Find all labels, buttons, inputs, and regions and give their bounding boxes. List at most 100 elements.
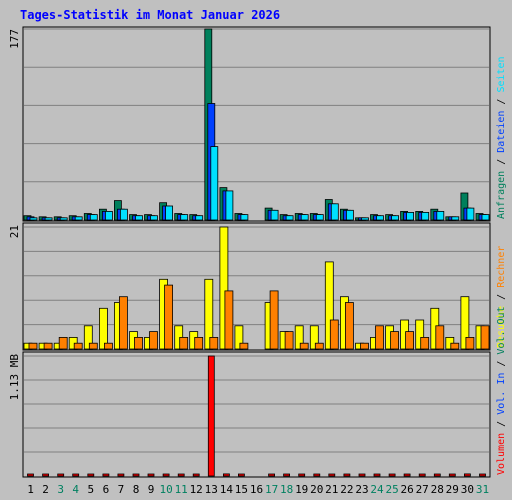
bar-volumen-day-24 <box>373 473 381 477</box>
bar-rechner-day-15 <box>239 342 249 350</box>
day-label-25: 25 <box>385 483 398 496</box>
bar-seiten-day-2 <box>44 217 53 221</box>
legend-entry-volumen: Volumen <box>496 433 507 475</box>
legend-volume: Volumen / Vol. In / Vol. Out <box>496 306 507 475</box>
bar-rechner-day-12 <box>194 336 204 350</box>
bar-volumen-day-5 <box>87 473 95 477</box>
bar-rechner-day-10 <box>164 284 174 350</box>
bar-rechner-day-17 <box>269 290 279 350</box>
bar-volumen-day-10 <box>162 473 170 477</box>
bar-volumen-day-6 <box>102 473 110 477</box>
bar-volumen-day-26 <box>403 473 411 477</box>
day-label-13: 13 <box>205 483 218 496</box>
day-label-18: 18 <box>280 483 293 496</box>
day-label-29: 29 <box>446 483 459 496</box>
day-label-12: 12 <box>190 483 203 496</box>
day-label-27: 27 <box>416 483 429 496</box>
day-label-28: 28 <box>431 483 444 496</box>
day-label-1: 1 <box>27 483 34 496</box>
panel-frame <box>22 26 491 222</box>
bar-rechner-day-9 <box>149 331 158 350</box>
y-max-label: 1.13 MB <box>8 354 21 401</box>
bar-rechner-day-20 <box>314 342 324 350</box>
bar-volumen-day-22 <box>343 473 351 477</box>
legend-entry-seiten: Seiten <box>496 56 507 92</box>
day-label-15: 15 <box>235 483 248 496</box>
bar-seiten-day-28 <box>436 210 445 221</box>
bar-besuche-day-13 <box>204 278 214 350</box>
bar-seiten-day-23 <box>361 217 369 221</box>
bar-seiten-day-21 <box>330 203 339 221</box>
bar-volumen-day-28 <box>433 473 441 477</box>
bar-rechner-day-11 <box>179 336 189 350</box>
legend-separator: / <box>496 153 507 171</box>
bar-rechner-day-29 <box>450 342 460 350</box>
bar-volumen-day-13 <box>207 355 215 477</box>
day-label-19: 19 <box>295 483 308 496</box>
bar-volumen-day-20 <box>313 473 321 477</box>
bar-volumen-day-18 <box>283 473 291 477</box>
bar-volumen-day-4 <box>72 473 80 477</box>
panel-visits: 21 <box>8 222 491 351</box>
bar-seiten-day-14 <box>225 190 234 221</box>
panel-frame <box>22 351 491 478</box>
bar-besuche-day-30 <box>460 296 470 350</box>
bar-besuche-day-21 <box>324 261 334 350</box>
day-label-16: 16 <box>250 483 263 496</box>
bar-volumen-day-9 <box>147 473 155 477</box>
bar-seiten-day-20 <box>315 214 324 221</box>
bar-seiten-day-19 <box>300 214 309 221</box>
day-label-31: 31 <box>476 483 489 496</box>
bar-rechner-day-28 <box>435 325 445 350</box>
bar-rechner-day-3 <box>58 336 68 350</box>
bar-rechner-day-24 <box>375 325 384 350</box>
bar-seiten-day-7 <box>120 208 128 221</box>
bar-volumen-day-31 <box>479 473 486 477</box>
legend-entry-dateien: Dateien <box>496 111 507 153</box>
day-label-22: 22 <box>340 483 353 496</box>
bar-rechner-day-26 <box>405 331 415 350</box>
bar-besuche-day-19 <box>294 325 304 350</box>
day-label-30: 30 <box>461 483 474 496</box>
bar-seiten-day-3 <box>59 217 68 221</box>
bar-volumen-day-3 <box>57 473 65 477</box>
bar-seiten-day-17 <box>270 209 279 221</box>
day-label-17: 17 <box>265 483 278 496</box>
bar-seiten-day-22 <box>345 209 354 221</box>
bar-volumen-day-21 <box>328 473 336 477</box>
bar-seiten-day-13 <box>210 146 219 221</box>
bar-rechner-day-7 <box>119 296 128 350</box>
bar-rechner-day-30 <box>465 336 475 350</box>
day-label-23: 23 <box>355 483 368 496</box>
bar-rechner-day-14 <box>224 290 234 350</box>
bar-besuche-day-14 <box>219 226 229 350</box>
day-label-26: 26 <box>400 483 413 496</box>
bar-besuche-day-20 <box>309 325 319 350</box>
legend-visits: Besuche / Rechner <box>496 246 507 348</box>
bar-seiten-day-5 <box>89 214 98 221</box>
day-label-5: 5 <box>87 483 94 496</box>
bar-rechner-day-31 <box>480 325 490 350</box>
panel-volume: 1.13 MB <box>8 351 491 478</box>
bar-rechner-day-4 <box>73 342 83 350</box>
bar-volumen-day-25 <box>388 473 396 477</box>
legend-entry-vol-out: Vol. Out <box>496 306 507 354</box>
y-max-label: 21 <box>8 225 21 238</box>
legend-entry-rechner: Rechner <box>496 246 507 288</box>
legend-entry-vol-in: Vol. In <box>496 373 507 415</box>
bar-rechner-day-22 <box>344 302 354 350</box>
day-label-9: 9 <box>148 483 155 496</box>
bar-seiten-day-29 <box>451 216 460 221</box>
day-label-20: 20 <box>310 483 323 496</box>
bar-rechner-day-18 <box>284 331 294 350</box>
bar-seiten-day-31 <box>481 214 490 221</box>
bar-seiten-day-9 <box>150 215 158 221</box>
bar-volumen-day-30 <box>463 473 471 477</box>
bar-rechner-day-21 <box>329 319 339 350</box>
legend-requests: Anfragen / Dateien / Seiten <box>496 56 507 219</box>
legend-separator: / <box>496 355 507 373</box>
bar-rechner-day-19 <box>299 342 309 350</box>
bar-seiten-day-8 <box>135 215 143 221</box>
day-label-24: 24 <box>370 483 384 496</box>
